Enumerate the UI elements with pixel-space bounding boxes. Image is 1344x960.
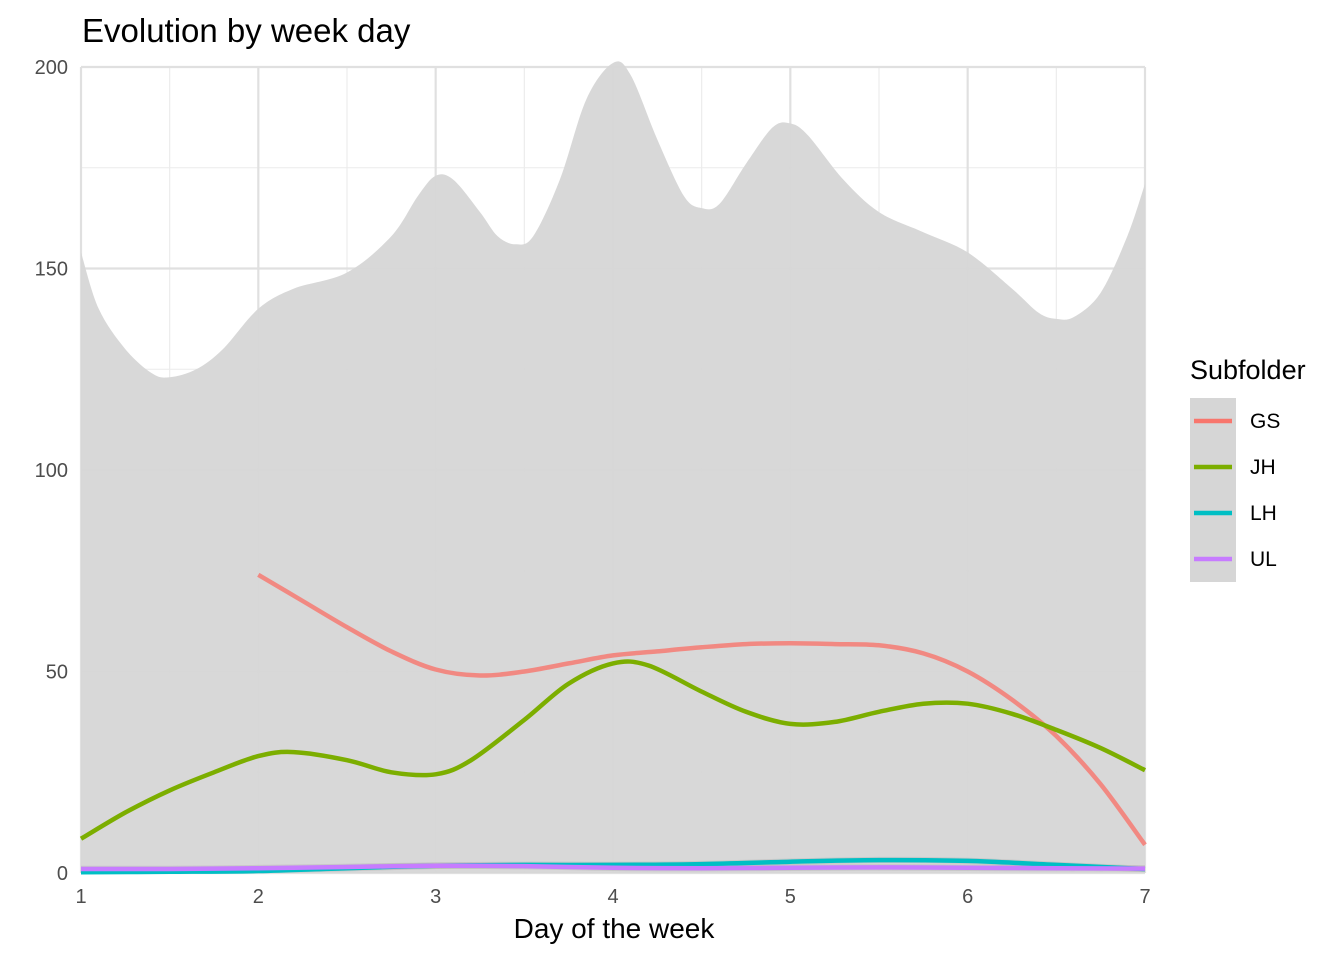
- y-tick-label: 0: [57, 863, 68, 885]
- x-tick-label: 2: [253, 886, 264, 908]
- x-tick-label: 6: [962, 886, 973, 908]
- confidence-envelope: [81, 61, 1145, 874]
- x-tick-label: 5: [785, 886, 796, 908]
- x-tick-label: 4: [607, 886, 618, 908]
- y-tick-label: 150: [35, 259, 68, 281]
- legend-label-gs: GS: [1250, 410, 1280, 433]
- series-line-ul: [80, 863, 1146, 872]
- legend: Subfolder GS JH LH UL: [1190, 355, 1306, 582]
- x-tick-labels: 1 2 3 4 5 6 7: [75, 886, 1150, 908]
- y-tick-label: 200: [35, 57, 68, 79]
- y-tick-label: 100: [35, 460, 68, 482]
- series-lines: [79, 572, 1147, 875]
- x-tick-label: 7: [1139, 886, 1150, 908]
- x-axis-title: Day of the week: [514, 913, 716, 944]
- legend-title: Subfolder: [1190, 355, 1306, 385]
- legend-label-jh: JH: [1250, 456, 1276, 479]
- confidence-envelope-area: [81, 61, 1145, 874]
- chart-title: Evolution by week day: [82, 12, 411, 49]
- x-tick-label: 3: [430, 886, 441, 908]
- legend-label-ul: UL: [1250, 548, 1277, 571]
- series-line-jh: [79, 659, 1147, 841]
- series-line-lh: [80, 857, 1146, 875]
- y-tick-labels: 0 50 100 150 200: [35, 57, 68, 885]
- x-tick-label: 1: [75, 886, 86, 908]
- y-tick-label: 50: [46, 662, 68, 684]
- series-line-gs: [257, 572, 1147, 847]
- legend-label-lh: LH: [1250, 502, 1277, 525]
